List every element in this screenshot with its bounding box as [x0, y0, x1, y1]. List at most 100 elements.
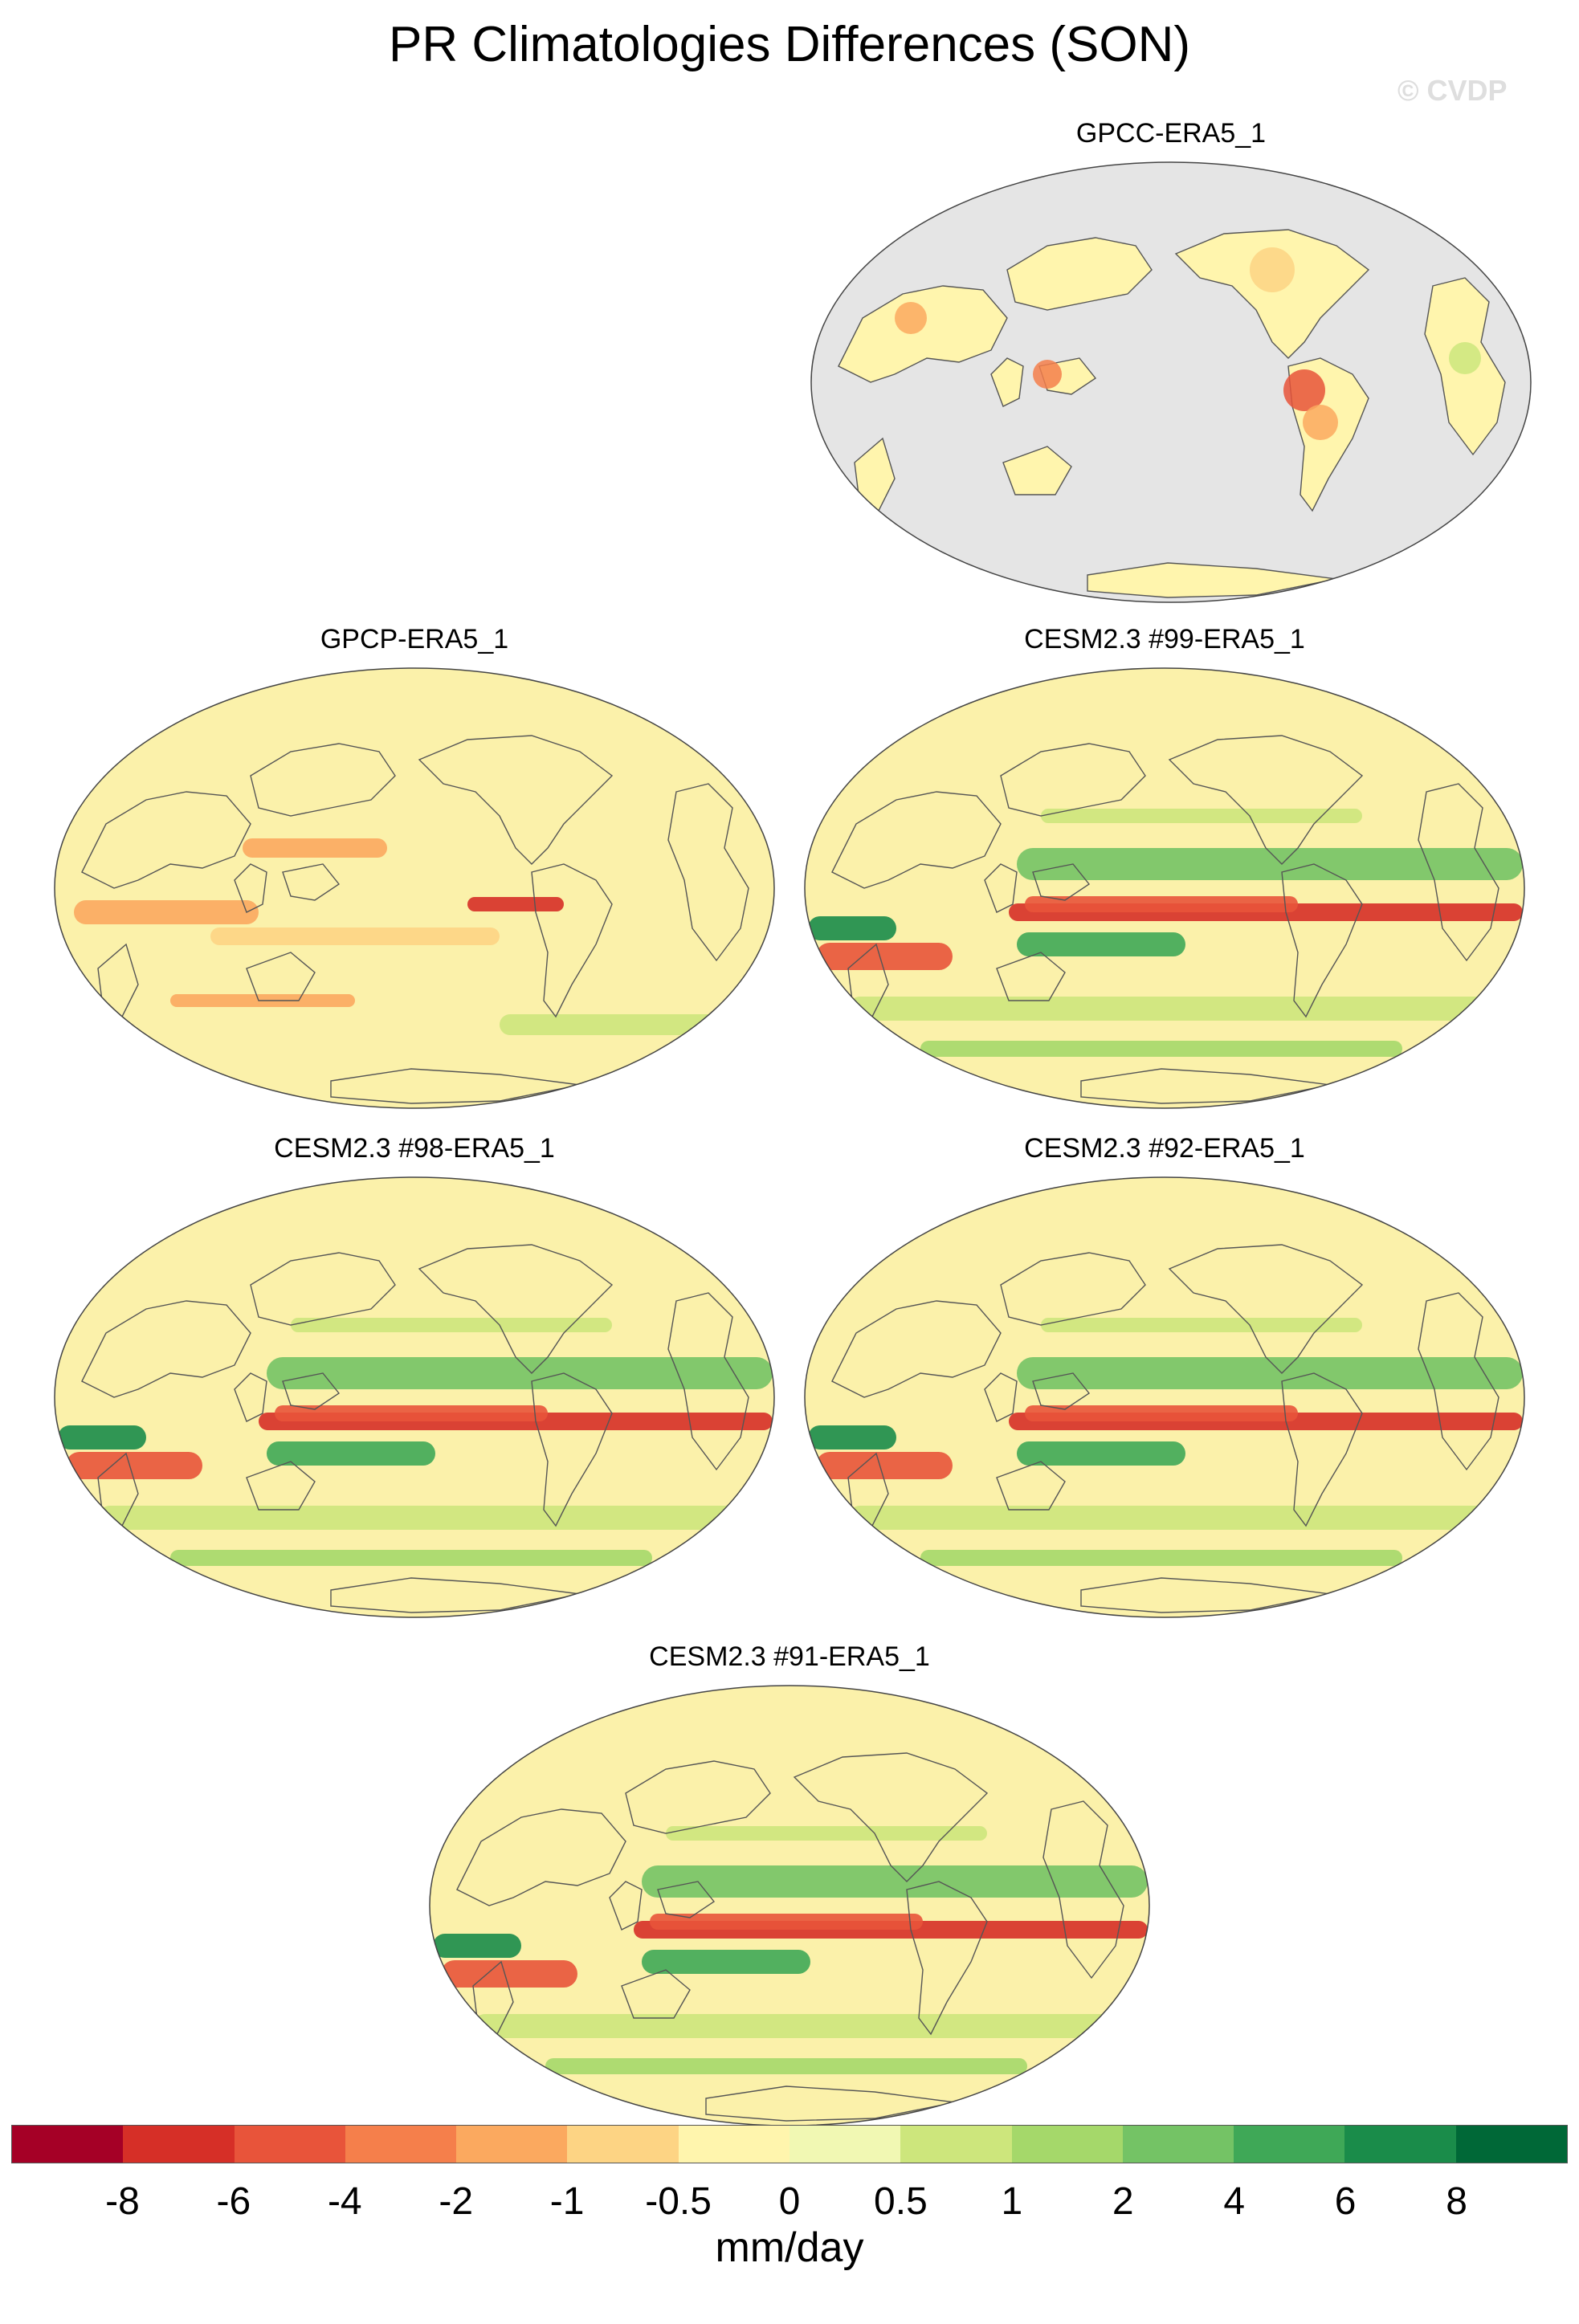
precip-anomaly-band	[500, 1014, 757, 1035]
coastline	[854, 437, 896, 512]
coastline	[847, 1452, 889, 1527]
coastline	[831, 791, 1002, 889]
map-outline	[54, 1176, 775, 1618]
map-cesm-92	[804, 1176, 1525, 1618]
coastline	[81, 791, 251, 889]
precip-anomaly-band	[98, 1506, 741, 1530]
precip-anomaly-band	[816, 1452, 953, 1479]
coastline	[906, 1881, 988, 2036]
precip-anomaly-band	[666, 1826, 987, 1841]
map-outline	[804, 667, 1525, 1109]
coastline	[1032, 1372, 1091, 1410]
colorbar-box	[1122, 2126, 1234, 2163]
colorbar-tick-label: -1	[549, 2180, 585, 2223]
land-anomaly-patch	[1250, 247, 1295, 292]
coastline	[1042, 1800, 1124, 1979]
map-gpcc	[810, 161, 1532, 603]
coastline	[1080, 1577, 1331, 1613]
precip-anomaly-band	[275, 1405, 548, 1421]
colorbar-box	[456, 2126, 568, 2163]
coastline	[250, 743, 396, 817]
coastline	[657, 1881, 716, 1918]
map-background	[805, 1177, 1524, 1617]
coastline	[984, 1372, 1018, 1422]
map-field	[55, 668, 774, 1108]
panel-title: GPCP-ERA5_1	[320, 624, 509, 654]
coastline	[847, 943, 889, 1018]
precip-anomaly-band	[848, 997, 1491, 1021]
coastline	[418, 1244, 614, 1374]
panel-title: CESM2.3 #98-ERA5_1	[274, 1133, 555, 1164]
colorbar-box	[789, 2126, 901, 2163]
colorbar-tick-label: -0.5	[645, 2180, 712, 2223]
map-outline	[54, 667, 775, 1109]
land-anomaly-patch	[1033, 360, 1062, 389]
colorbar-tick-label: -6	[216, 2180, 251, 2223]
precip-anomaly-band	[467, 897, 564, 911]
precip-anomaly-band	[1017, 932, 1185, 956]
coastline	[234, 863, 267, 913]
precip-anomaly-band	[1025, 896, 1298, 912]
panel-title: CESM2.3 #99-ERA5_1	[1024, 624, 1305, 654]
precip-anomaly-band	[243, 838, 387, 858]
land-anomaly-patch	[895, 302, 927, 334]
coastline	[81, 1300, 251, 1398]
coastline	[1006, 237, 1153, 311]
coastline	[625, 1760, 771, 1834]
colorbar-tick-label: -4	[327, 2180, 362, 2223]
colorbar-tick-label: 6	[1334, 2180, 1357, 2223]
coastline	[667, 783, 749, 962]
coastline	[234, 1372, 267, 1422]
map-cesm-99	[804, 667, 1525, 1109]
coastline	[705, 2085, 956, 2122]
coastline	[990, 357, 1024, 407]
coastline	[531, 863, 613, 1018]
coastline	[984, 863, 1018, 913]
precip-anomaly-band	[920, 1041, 1402, 1057]
map-panel-cesm-98: CESM2.3 #98-ERA5_1	[50, 1132, 779, 1630]
coastline	[246, 1461, 316, 1511]
coastline	[621, 1969, 691, 2019]
precip-anomaly-band	[808, 916, 896, 940]
coastline	[330, 1068, 581, 1104]
coastline	[250, 1252, 396, 1326]
coastline	[531, 1372, 613, 1527]
colorbar-box	[1455, 2126, 1567, 2163]
colorbar	[11, 2125, 1568, 2163]
precip-anomaly-band	[58, 1425, 146, 1449]
map-gpcp	[54, 667, 775, 1109]
coastline	[996, 1461, 1066, 1511]
coastline	[667, 1292, 749, 1471]
coastline	[1032, 863, 1091, 901]
coastline	[282, 1372, 341, 1410]
precip-anomaly-band	[291, 1318, 612, 1332]
colorbar-box	[123, 2126, 235, 2163]
colorbar-units: mm/day	[715, 2224, 864, 2271]
colorbar-box	[1011, 2126, 1123, 2163]
precip-anomaly-band	[267, 1357, 773, 1389]
precip-anomaly-band	[1017, 848, 1523, 880]
precip-anomaly-band	[473, 2014, 1116, 2038]
coastline	[831, 1300, 1002, 1398]
colorbar-tick-label: 0	[778, 2180, 801, 2223]
map-cesm-91	[429, 1685, 1150, 2126]
coastline	[1281, 863, 1363, 1018]
coastline	[996, 952, 1066, 1001]
map-outline	[810, 161, 1532, 603]
precip-anomaly-band	[1017, 1441, 1185, 1466]
map-field	[430, 1686, 1149, 2126]
coastline	[1000, 1252, 1146, 1326]
precip-anomaly-band	[74, 900, 259, 924]
coastline	[609, 1881, 643, 1931]
panel-title: CESM2.3 #91-ERA5_1	[649, 1641, 930, 1672]
precip-anomaly-band	[66, 1452, 202, 1479]
precip-anomaly-band	[170, 1550, 652, 1566]
map-background	[55, 1177, 774, 1617]
precip-anomaly-band	[210, 928, 500, 945]
coastline	[793, 1752, 989, 1882]
coastline	[472, 1960, 514, 2036]
precip-anomaly-band	[808, 1425, 896, 1449]
coastline	[1000, 743, 1146, 817]
precip-anomaly-band	[642, 1865, 1148, 1898]
coastline	[1002, 446, 1072, 495]
